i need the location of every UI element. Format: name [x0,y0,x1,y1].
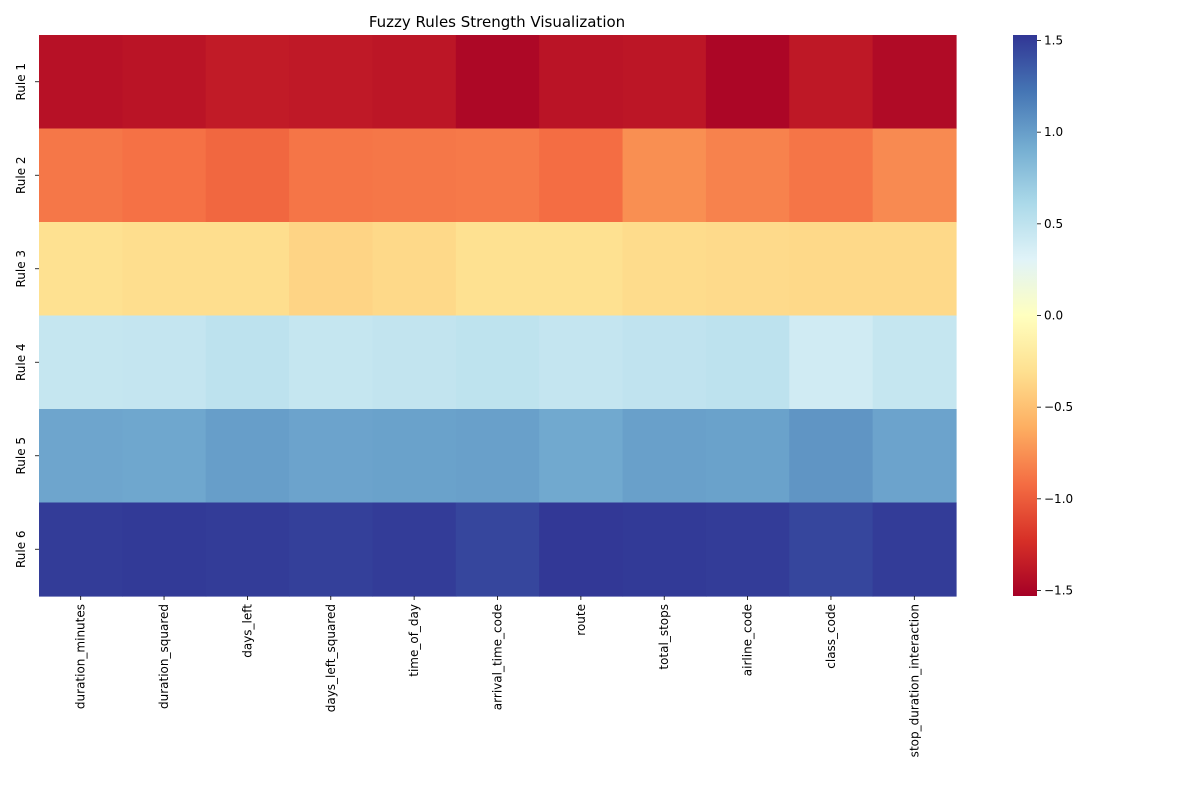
heatmap-cell [622,128,707,223]
heatmap-cell [872,315,957,410]
heatmap-cell [39,222,123,317]
colorbar-gradient [1013,35,1037,596]
colorbar-tick-label: 0.5 [1044,217,1063,231]
heatmap-cell [872,502,957,597]
y-tick-label: Rule 1 [14,63,28,101]
x-tick-label: duration_squared [157,604,171,709]
heatmap-cell [622,35,707,130]
x-tick-label: days_left_squared [324,604,338,712]
heatmap-cell [372,222,457,317]
heatmap-cell [205,128,290,223]
heatmap-cell [705,128,790,223]
x-tick-label: stop_duration_interaction [907,604,921,757]
y-tick-label: Rule 6 [14,530,28,568]
heatmap-cell [789,409,874,504]
heatmap-cells [39,35,957,597]
heatmap-cell [289,315,374,410]
heatmap-cell [455,502,540,597]
heatmap-cell [205,222,290,317]
heatmap-cell [705,409,790,504]
heatmap-cell [872,35,957,130]
heatmap-cell [122,502,207,597]
heatmap-cell [455,35,540,130]
heatmap-cell [289,128,374,223]
colorbar-tick-label: 0.0 [1044,309,1063,323]
heatmap-cell [372,409,457,504]
x-tick-label: class_code [824,604,838,669]
heatmap-cell [705,35,790,130]
heatmap-cell [872,409,957,504]
heatmap-cell [789,35,874,130]
heatmap-cell [372,502,457,597]
heatmap-cell [789,128,874,223]
heatmap-cell [122,315,207,410]
colorbar: −1.5 −1.0 −0.5 0.0 0.5 1.0 1.5 [1013,34,1073,598]
heatmap-cell [39,409,123,504]
heatmap-cell [705,315,790,410]
heatmap-cell [39,128,123,223]
heatmap-cell [39,315,123,410]
heatmap-cell [205,35,290,130]
x-tick-label: days_left [240,604,254,658]
x-tick-label: time_of_day [407,604,421,677]
heatmap-cell [539,502,624,597]
colorbar-tick-label: −0.5 [1044,400,1073,414]
heatmap-cell [872,222,957,317]
heatmap-cell [455,128,540,223]
heatmap-cell [205,315,290,410]
heatmap-cell [289,409,374,504]
x-tick-label: airline_code [741,604,755,676]
chart-title: Fuzzy Rules Strength Visualization [369,13,625,31]
y-tick-label: Rule 2 [14,156,28,194]
heatmap-cell [122,409,207,504]
heatmap-cell [122,128,207,223]
y-axis: Rule 1 Rule 2 Rule 3 Rule 4 Rule 5 Rule 6 [14,63,39,568]
heatmap-cell [205,409,290,504]
heatmap-cell [289,35,374,130]
heatmap-cell [705,502,790,597]
heatmap-cell [39,35,123,130]
heatmap-cell [289,222,374,317]
heatmap-cell [622,315,707,410]
y-tick-label: Rule 4 [14,343,28,381]
heatmap-cell [705,222,790,317]
heatmap-cell [122,222,207,317]
heatmap-cell [789,502,874,597]
x-tick-label: route [574,604,588,636]
colorbar-tick-label: −1.0 [1044,492,1073,506]
x-tick-label: duration_minutes [74,604,88,709]
heatmap-cell [205,502,290,597]
x-tick-label: total_stops [657,604,671,670]
heatmap-cell [539,315,624,410]
heatmap-cell [372,128,457,223]
heatmap-cell [872,128,957,223]
heatmap-cell [789,222,874,317]
colorbar-tick-label: 1.0 [1044,125,1063,139]
heatmap-cell [39,502,123,597]
heatmap-cell [622,502,707,597]
x-tick-label: arrival_time_code [491,604,505,710]
y-tick-label: Rule 5 [14,437,28,475]
heatmap-cell [372,315,457,410]
heatmap-cell [622,409,707,504]
colorbar-tick-label: −1.5 [1044,584,1073,598]
heatmap-cell [539,35,624,130]
x-axis: duration_minutes duration_squared days_lef… [74,596,921,757]
heatmap-cell [455,409,540,504]
heatmap-cell [289,502,374,597]
heatmap-cell [789,315,874,410]
y-tick-label: Rule 3 [14,250,28,288]
heatmap-cell [622,222,707,317]
colorbar-tick-label: 1.5 [1044,34,1063,48]
heatmap-cell [455,222,540,317]
heatmap-cell [539,128,624,223]
heatmap-cell [455,315,540,410]
heatmap-cell [372,35,457,130]
heatmap-cell [539,222,624,317]
colorbar-ticks: −1.5 −1.0 −0.5 0.0 0.5 1.0 1.5 [1037,34,1073,598]
heatmap-cell [539,409,624,504]
heatmap-cell [122,35,207,130]
